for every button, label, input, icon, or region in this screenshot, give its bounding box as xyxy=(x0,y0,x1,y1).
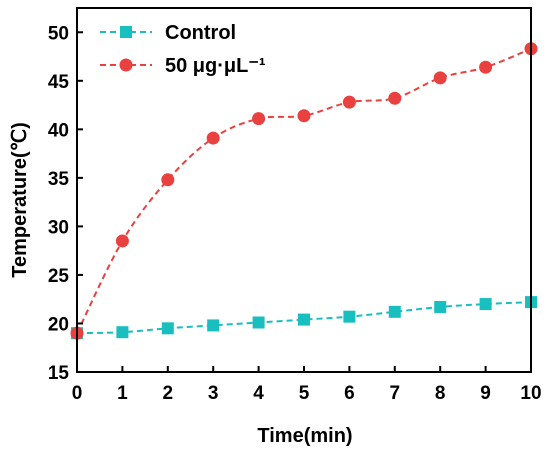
x-tick-label: 5 xyxy=(299,383,310,404)
data-point xyxy=(388,91,402,105)
y-axis-title: Temperature(℃) xyxy=(9,122,31,277)
y-tick-label: 50 xyxy=(48,23,69,44)
x-tick-label: 9 xyxy=(480,383,491,404)
x-tick-label: 4 xyxy=(253,383,264,404)
x-axis-title: Time(min) xyxy=(257,425,352,447)
legend-label-1: Control xyxy=(165,22,236,44)
data-point xyxy=(298,313,310,326)
legend-marker-1 xyxy=(120,26,132,38)
y-tick-label: 45 xyxy=(48,72,70,93)
data-point xyxy=(252,316,265,329)
data-point xyxy=(161,322,174,335)
data-point xyxy=(206,131,220,145)
legend-label-2: 50 μg·μL⁻¹ xyxy=(165,55,266,77)
data-point xyxy=(116,326,129,339)
x-tick-label: 2 xyxy=(163,383,174,404)
legend: Control 50 μg·μL⁻¹ xyxy=(100,22,266,77)
data-point xyxy=(252,112,266,126)
y-tick-label: 35 xyxy=(48,169,70,190)
legend-marker-2 xyxy=(119,58,133,72)
y-tick-label: 25 xyxy=(48,266,70,287)
data-point xyxy=(297,109,311,123)
data-point xyxy=(161,173,175,187)
y-tick-label: 40 xyxy=(48,120,69,141)
x-tick-label: 6 xyxy=(344,383,355,404)
data-point xyxy=(388,305,401,318)
x-tick-label: 3 xyxy=(208,383,219,404)
x-tick-label: 0 xyxy=(72,383,83,404)
plot-layer xyxy=(70,42,538,340)
data-point xyxy=(434,300,447,313)
x-tick-label: 10 xyxy=(520,383,541,404)
data-point xyxy=(207,319,220,332)
y-tick-label: 15 xyxy=(48,363,70,384)
series-line-2 xyxy=(76,47,532,334)
data-point xyxy=(343,310,356,323)
x-tick-label: 8 xyxy=(435,383,446,404)
y-tick-label: 20 xyxy=(48,314,69,335)
data-point xyxy=(115,234,129,248)
data-point xyxy=(342,95,356,109)
data-point xyxy=(433,71,447,85)
data-point xyxy=(479,298,492,311)
x-tick-label: 7 xyxy=(390,383,401,404)
data-point xyxy=(479,60,493,74)
y-tick-label: 30 xyxy=(48,217,69,238)
x-tick-label: 1 xyxy=(117,383,128,404)
